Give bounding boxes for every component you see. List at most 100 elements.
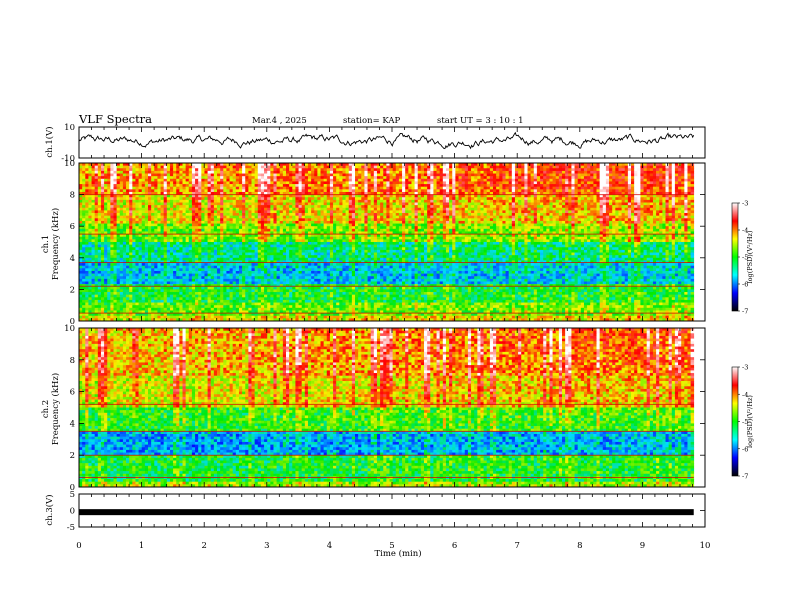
ch1-spectrogram-cell xyxy=(468,166,471,169)
ch1-spectrogram-cell xyxy=(311,184,314,187)
ch1-spectrogram-cell xyxy=(208,179,211,182)
ch1-spectrogram-cell xyxy=(562,187,565,190)
ch1-spectrogram-cell xyxy=(390,171,393,174)
ch1-spectrogram-cell xyxy=(622,203,625,206)
ch1-spectrogram-cell xyxy=(487,197,490,200)
ch1-spectrogram-cell xyxy=(518,189,521,192)
ch1-spectrogram-cell xyxy=(179,181,182,184)
ch1-spectrogram-cell xyxy=(211,184,214,187)
ch1-spectrogram-cell xyxy=(371,197,374,200)
ch1-spectrogram-cell xyxy=(386,176,389,179)
ch1-spectrogram-cell xyxy=(509,203,512,206)
ch1-spectrogram-cell xyxy=(214,216,217,219)
ch1-spectrogram-cell xyxy=(264,168,267,171)
ch1-spectrogram-cell xyxy=(537,166,540,169)
ch1-spectrogram-cell xyxy=(92,224,95,227)
ch1-spectrogram-cell xyxy=(449,197,452,200)
ch1-spectrogram-cell xyxy=(383,208,386,211)
ch1-spectrogram-cell xyxy=(433,166,436,169)
ch1-spectrogram-cell xyxy=(198,221,201,224)
ch1-spectrogram-cell xyxy=(477,226,480,229)
ch1-spectrogram-cell xyxy=(518,197,521,200)
ch1-spectrogram-cell xyxy=(352,189,355,192)
ch1-spectrogram-cell xyxy=(192,218,195,221)
ch1-spectrogram-cell xyxy=(568,213,571,216)
ch1-spectrogram-cell xyxy=(292,224,295,227)
ch1-spectrogram-cell xyxy=(117,187,120,190)
ch1-spectrogram-cell xyxy=(299,205,302,208)
ch1-spectrogram-cell xyxy=(126,179,129,182)
ch1-spectrogram-cell xyxy=(302,221,305,224)
ch1-spectrogram-cell xyxy=(650,181,653,184)
ch1-spectrogram-cell xyxy=(183,179,186,182)
ch1-spectrogram-cell xyxy=(349,176,352,179)
ch1-spectrogram-cell xyxy=(433,226,436,229)
ch1-spectrogram-cell xyxy=(283,166,286,169)
ch1-spectrogram-cell xyxy=(336,224,339,227)
ch1-spectrogram-cell xyxy=(490,203,493,206)
ch1-spectrogram-cell xyxy=(333,200,336,203)
ch1-spectrogram-cell xyxy=(408,171,411,174)
ch1-spectrogram-cell xyxy=(339,176,342,179)
ch1-spectrogram-cell xyxy=(496,226,499,229)
ch1-spectrogram-cell xyxy=(477,171,480,174)
ch1-spectrogram-cell xyxy=(584,203,587,206)
ch1-spectrogram-cell xyxy=(531,174,534,177)
ch1-spectrogram-cell xyxy=(151,218,154,221)
ch1-spectrogram-cell xyxy=(380,179,383,182)
ch1-spectrogram-cell xyxy=(214,181,217,184)
ch1-spectrogram-cell xyxy=(273,187,276,190)
ch1-spectrogram-cell xyxy=(132,208,135,211)
ch1-spectrogram-cell xyxy=(258,216,261,219)
ch1-spectrogram-cell xyxy=(317,168,320,171)
ch1-spectrogram-cell xyxy=(208,205,211,208)
ch1-spectrogram-cell xyxy=(371,210,374,213)
ch1-spectrogram-cell xyxy=(302,179,305,182)
ch1-spectrogram-cell xyxy=(662,197,665,200)
ch1-spectrogram-cell xyxy=(201,197,204,200)
ch1-spectrogram-cell xyxy=(656,224,659,227)
ch1-spectrogram-cell xyxy=(305,174,308,177)
ch1-spectrogram-cell xyxy=(195,187,198,190)
ch1-spectrogram-cell xyxy=(411,210,414,213)
ch1-spectrogram-cell xyxy=(176,181,179,184)
ch1-spectrogram-cell xyxy=(584,187,587,190)
ch1-spectrogram-cell xyxy=(98,187,101,190)
ch1-spectrogram-cell xyxy=(286,226,289,229)
ch1-spectrogram-cell xyxy=(117,213,120,216)
ch1-spectrogram-cell xyxy=(393,203,396,206)
ch1-spectrogram-cell xyxy=(230,189,233,192)
ch1-spectrogram-cell xyxy=(264,203,267,206)
ch1-spectrogram-cell xyxy=(669,205,672,208)
ch1-spectrogram-cell xyxy=(622,181,625,184)
ch1-spectrogram-cell xyxy=(449,184,452,187)
ch1-spectrogram-cell xyxy=(578,187,581,190)
ch1-spectrogram-cell xyxy=(606,189,609,192)
ch1-spectrogram-cell xyxy=(681,166,684,169)
ch1-spectrogram-cell xyxy=(684,189,687,192)
ch1-spectrogram-cell xyxy=(480,226,483,229)
ch1-spectrogram-cell xyxy=(195,203,198,206)
ch1-spectrogram-cell xyxy=(355,218,358,221)
ch1-spectrogram-cell xyxy=(139,176,142,179)
ch1-spectrogram-cell xyxy=(126,213,129,216)
ch1-spectrogram-cell xyxy=(593,181,596,184)
ch1-spectrogram-cell xyxy=(242,187,245,190)
ch1-spectrogram-cell xyxy=(590,171,593,174)
ch1-spectrogram-cell xyxy=(553,226,556,229)
ch1-spectrogram-cell xyxy=(637,221,640,224)
ch1-spectrogram-cell xyxy=(349,210,352,213)
ch1-spectrogram-cell xyxy=(267,221,270,224)
ch1-spectrogram-cell xyxy=(377,181,380,184)
ch1-spectrogram-cell xyxy=(258,187,261,190)
ch1-spectrogram-cell xyxy=(183,205,186,208)
ch1-spectrogram-cell xyxy=(355,187,358,190)
ch1-spectrogram-cell xyxy=(245,224,248,227)
ch1-spectrogram-cell xyxy=(204,213,207,216)
ch1-spectrogram-cell xyxy=(418,189,421,192)
ch1-spectrogram-cell xyxy=(230,168,233,171)
ch1-spectrogram-cell xyxy=(123,213,126,216)
ch1-spectrogram-cell xyxy=(368,200,371,203)
ch1-spectrogram-cell xyxy=(474,205,477,208)
ch1-spectrogram-cell xyxy=(248,208,251,211)
